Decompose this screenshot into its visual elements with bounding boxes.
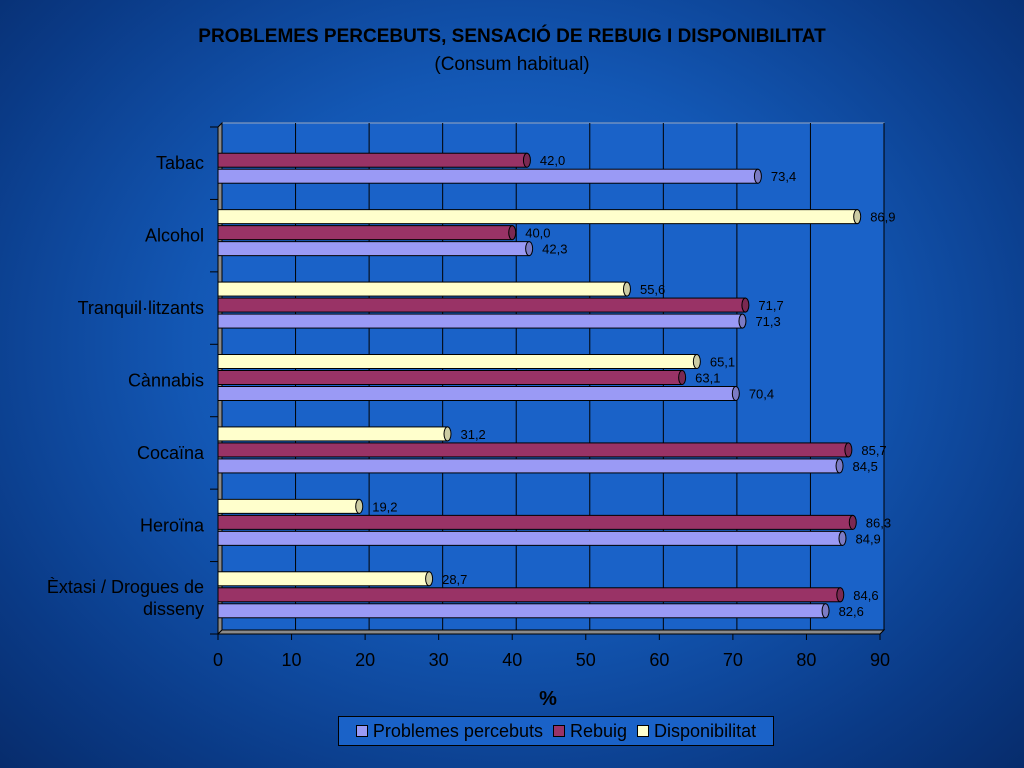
legend-item-disponibilitat: Disponibilitat: [637, 721, 756, 742]
x-axis-label: %: [539, 688, 557, 710]
category-label: Cànnabis: [128, 371, 204, 391]
bar: [217, 354, 698, 369]
legend-swatch-disponibilitat: [637, 725, 650, 737]
bar-cap: [525, 241, 534, 257]
x-tick-label: 80: [796, 650, 816, 670]
bar: [217, 297, 746, 313]
bar: [217, 530, 843, 546]
x-tick-label: 40: [502, 650, 522, 670]
data-label: 86,9: [870, 210, 895, 225]
bar-cap: [844, 442, 853, 458]
bar: [217, 152, 528, 168]
bar-cap: [622, 281, 631, 297]
data-label: 84,5: [853, 459, 878, 474]
bar-cap: [738, 313, 747, 329]
data-label: 71,3: [755, 314, 780, 329]
bar-cap: [508, 225, 517, 241]
chart-title: PROBLEMES PERCEBUTS, SENSACIÓ DE REBUIG …: [198, 26, 826, 47]
bar-cap: [731, 386, 740, 401]
bar-cap: [425, 571, 434, 587]
x-tick-label: 10: [282, 650, 302, 670]
legend-item-problemes: Problemes percebuts: [355, 720, 543, 742]
chart-subtitle: (Consum habitual): [434, 54, 590, 75]
bar-cap: [355, 498, 364, 514]
data-label: 19,2: [372, 499, 397, 514]
data-label: 65,1: [710, 355, 735, 370]
x-tick-label: 70: [723, 650, 743, 670]
bar-cap: [848, 514, 857, 530]
data-label: 84,6: [853, 588, 878, 603]
data-label: 84,9: [855, 531, 880, 546]
category-label: Alcohol: [145, 226, 204, 246]
bar: [217, 209, 858, 225]
bar: [217, 168, 759, 184]
x-tick-label: 60: [649, 650, 669, 670]
category-label: Cocaïna: [137, 443, 205, 463]
data-label: 40,0: [525, 226, 550, 241]
data-label: 86,3: [866, 515, 891, 530]
bar-cap: [692, 354, 701, 369]
legend-item-rebuig: Rebuig: [552, 720, 628, 742]
bar-cap: [835, 458, 844, 474]
bar: [217, 386, 737, 401]
legend-label-rebuig: Rebuig: [569, 720, 628, 741]
category-label: Èxtasi / Drogues de: [47, 577, 204, 597]
bar-cap: [678, 370, 687, 385]
bar-cap: [853, 209, 862, 225]
bar: [217, 442, 849, 458]
bar-cap: [838, 530, 847, 546]
data-label: 73,4: [771, 169, 796, 184]
legend-label-problemes: Problemes percebuts: [372, 720, 543, 741]
data-label: 31,2: [460, 427, 485, 442]
bar: [217, 370, 683, 385]
bar: [217, 426, 448, 442]
data-label: 55,6: [640, 282, 665, 297]
bar: [217, 225, 513, 241]
legend-swatch-problemes: [355, 725, 368, 737]
x-tick-label: 30: [429, 650, 449, 670]
category-label: Heroïna: [140, 515, 205, 535]
plot-floor: [216, 629, 886, 635]
legend-swatch-rebuig: [552, 725, 565, 737]
bar-cap: [522, 152, 531, 168]
data-label: 71,7: [758, 298, 783, 313]
legend-label-disponibilitat: Disponibilitat: [654, 720, 757, 741]
data-label: 82,6: [839, 604, 864, 619]
bar-cap: [753, 168, 762, 184]
bar-cap: [443, 426, 452, 442]
bar: [217, 587, 841, 603]
data-label: 42,0: [540, 153, 565, 168]
data-label: 63,1: [695, 371, 720, 386]
category-label: Tabac: [156, 153, 204, 173]
bar: [217, 241, 530, 257]
bar-cap: [741, 297, 750, 313]
data-label: 70,4: [749, 387, 774, 402]
legend: Problemes percebuts Rebuig Disponibilita…: [338, 716, 774, 746]
bar: [217, 281, 628, 297]
bar: [217, 458, 841, 474]
x-tick-label: 20: [355, 650, 375, 670]
data-label: 85,7: [861, 443, 886, 458]
bar: [217, 514, 854, 530]
x-tick-label: 50: [576, 650, 596, 670]
bar: [217, 603, 827, 619]
bar: [217, 498, 360, 514]
bar: [217, 313, 743, 329]
x-tick-label: 0: [213, 650, 223, 670]
category-label: disseny: [143, 599, 204, 619]
data-label: 28,7: [442, 572, 467, 587]
bar: [217, 571, 430, 587]
category-label: Tranquil·litzants: [78, 298, 204, 318]
x-tick-label: 90: [870, 650, 890, 670]
bar-cap: [836, 587, 845, 603]
bar-cap: [821, 603, 830, 619]
data-label: 42,3: [542, 242, 567, 257]
